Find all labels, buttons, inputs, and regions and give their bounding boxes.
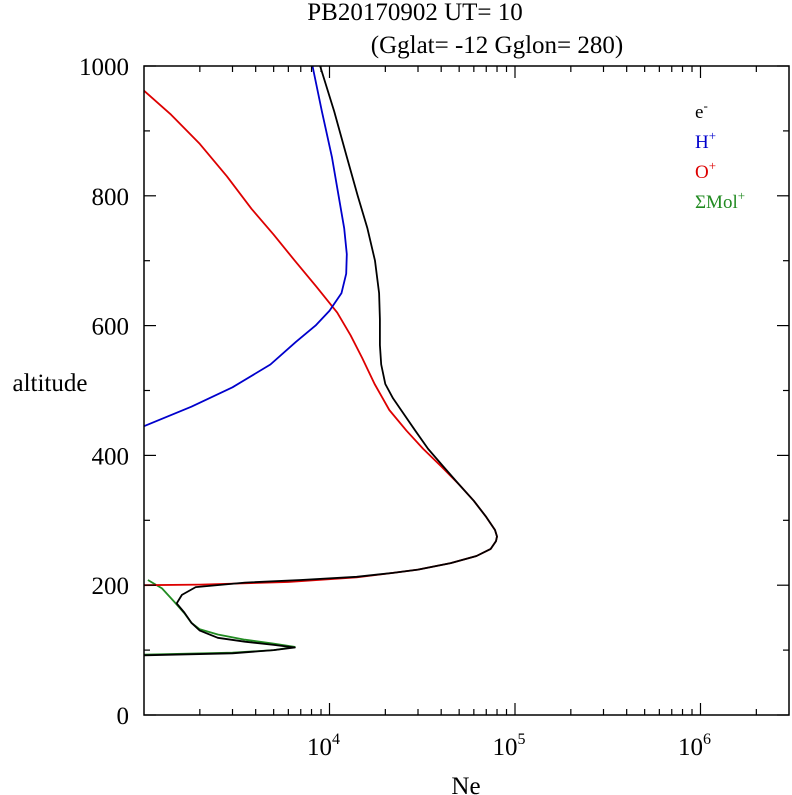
axis-ticks (144, 65, 789, 716)
y-axis-label: altitude (13, 370, 88, 397)
plot-area (143, 65, 498, 657)
x-tick-label: 104 (307, 731, 340, 761)
y-tick-label: 200 (92, 573, 130, 600)
legend-entry: H+ (695, 128, 716, 153)
series-line-o-plus (143, 90, 498, 587)
chart-subtitle: (Gglat= -12 Gglon= 280) (371, 32, 623, 59)
y-tick-labels: 0 200 400 600 800 1000 (79, 54, 129, 730)
legend-entry: O+ (695, 158, 716, 183)
y-tick-label: 1000 (79, 54, 129, 81)
legend-entry: ΣMol+ (695, 188, 745, 213)
x-tick-labels: 104 105 106 (307, 731, 711, 761)
chart-title: PB20170902 UT= 10 (307, 0, 523, 26)
plot-frame (143, 65, 790, 716)
series-line-h-plus (143, 65, 348, 428)
legend-entry: e- (695, 98, 708, 123)
y-tick-label: 0 (117, 703, 130, 730)
series-line-sum-mol-plus (143, 579, 296, 656)
series-line-e- (143, 65, 498, 657)
y-tick-label: 800 (92, 184, 130, 211)
x-axis-label: Ne (451, 773, 480, 795)
y-tick-label: 600 (92, 314, 130, 341)
x-tick-label: 106 (678, 731, 711, 761)
y-tick-label: 400 (92, 443, 130, 470)
x-tick-label: 105 (492, 731, 525, 761)
legend: e- H+ O+ ΣMol+ (695, 98, 745, 213)
